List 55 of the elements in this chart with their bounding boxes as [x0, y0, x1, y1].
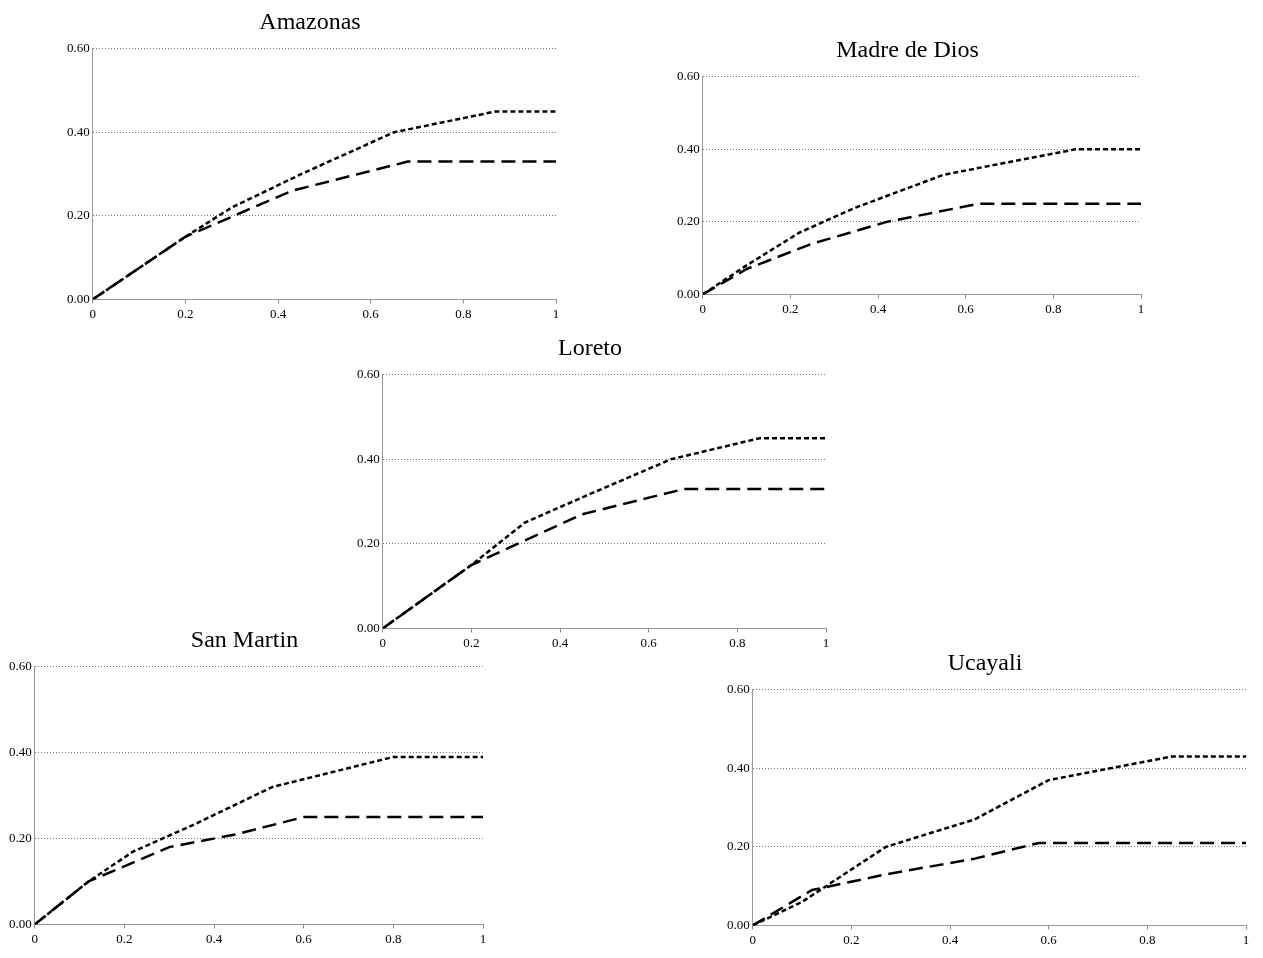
- x-tick-label: 0.2: [843, 931, 860, 947]
- x-tick-label: 0.2: [782, 300, 799, 316]
- x-tick-label: 0: [31, 930, 38, 946]
- x-tick-label: 0.6: [1040, 931, 1058, 947]
- chart-title: Ucayali: [947, 648, 1023, 675]
- x-tick-label: 0.4: [205, 930, 223, 946]
- chart-title: Madre de Dios: [836, 35, 979, 62]
- x-tick-label: 1: [479, 930, 487, 946]
- x-tick-label: 0.2: [116, 930, 133, 946]
- x-tick-label: 0.2: [463, 634, 480, 650]
- y-tick-label: 0.60: [67, 40, 90, 56]
- y-tick-label: 0.20: [357, 535, 380, 551]
- x-tick-label: 1: [1242, 931, 1250, 947]
- y-tick-label: 0.60: [677, 68, 700, 84]
- x-tick-label: 0.4: [269, 305, 287, 321]
- y-tick-label: 0.00: [677, 285, 700, 301]
- x-tick-label: 0.8: [1045, 300, 1062, 316]
- y-tick-label: 0.40: [9, 744, 32, 760]
- y-tick-label: 0.00: [9, 915, 32, 931]
- y-tick-label: 0.00: [357, 619, 380, 635]
- chart-title: San Martin: [190, 625, 299, 652]
- y-tick-label: 0.40: [677, 140, 700, 156]
- x-tick-label: 1: [1137, 300, 1145, 316]
- y-tick-label: 0.60: [9, 658, 32, 674]
- y-tick-label: 0.60: [727, 681, 750, 697]
- x-tick-label: 0: [749, 931, 756, 947]
- x-tick-label: 0.6: [640, 634, 658, 650]
- x-tick-label: 0.6: [295, 930, 313, 946]
- y-tick-label: 0.40: [357, 450, 380, 466]
- x-tick-label: 1: [822, 634, 830, 650]
- y-tick-label: 0.20: [9, 829, 32, 845]
- y-tick-label: 0.20: [727, 838, 750, 854]
- y-tick-label: 0.20: [67, 207, 90, 223]
- x-tick-label: 0: [379, 634, 386, 650]
- x-tick-label: 0.8: [729, 634, 746, 650]
- chart-title: Loreto: [558, 333, 622, 360]
- x-tick-label: 0.8: [1139, 931, 1156, 947]
- x-tick-label: 0: [699, 300, 706, 316]
- x-tick-label: 0: [89, 305, 96, 321]
- y-tick-label: 0.40: [67, 123, 90, 139]
- x-tick-label: 0.4: [941, 931, 959, 947]
- x-tick-label: 0.6: [957, 300, 975, 316]
- y-tick-label: 0.40: [727, 759, 750, 775]
- chart-title: Amazonas: [259, 7, 361, 34]
- x-tick-label: 0.4: [551, 634, 569, 650]
- x-tick-label: 0.8: [455, 305, 472, 321]
- x-tick-label: 0.2: [177, 305, 194, 321]
- x-tick-label: 0.8: [385, 930, 402, 946]
- y-tick-label: 0.00: [67, 290, 90, 306]
- y-tick-label: 0.60: [357, 366, 380, 382]
- x-tick-label: 0.4: [869, 300, 887, 316]
- x-tick-label: 1: [552, 305, 560, 321]
- x-tick-label: 0.6: [362, 305, 380, 321]
- y-tick-label: 0.20: [677, 213, 700, 229]
- y-tick-label: 0.00: [727, 916, 750, 932]
